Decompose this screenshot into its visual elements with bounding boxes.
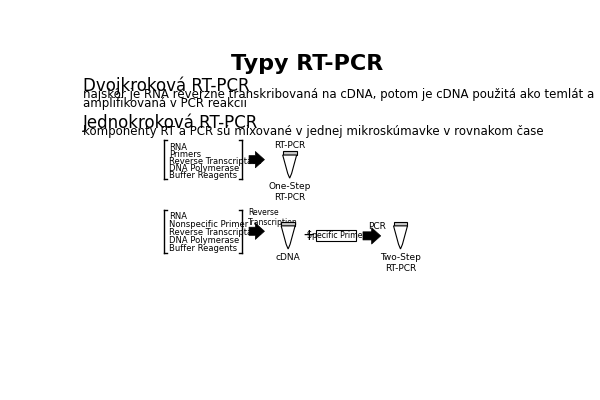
Text: Buffer Reagents: Buffer Reagents [169, 171, 237, 180]
Text: Reverse Transcriptase: Reverse Transcriptase [169, 157, 262, 166]
Text: Nonspecific Primer: Nonspecific Primer [169, 220, 248, 229]
Bar [283, 151, 296, 155]
Text: PCR: PCR [368, 222, 386, 231]
Text: DNA Polymerase: DNA Polymerase [169, 236, 239, 245]
Text: Typy RT-PCR: Typy RT-PCR [232, 54, 383, 74]
Polygon shape [394, 226, 407, 249]
Text: Reverse Transcriptase: Reverse Transcriptase [169, 228, 262, 237]
Text: DNA Polymerase: DNA Polymerase [169, 164, 239, 173]
Text: Primers: Primers [169, 150, 201, 159]
Polygon shape [281, 226, 295, 249]
Text: RNA: RNA [169, 212, 187, 221]
Text: RNA: RNA [169, 143, 187, 152]
Text: amplifikovaná v PCR reakcii: amplifikovaná v PCR reakcii [83, 97, 247, 110]
Bar [281, 222, 295, 226]
Text: cDNA: cDNA [276, 253, 301, 262]
Text: RT-PCR: RT-PCR [274, 142, 305, 150]
Text: najskôr je RNA reverzne transkribovaná na cDNA, potom je cDNA použitá ako temlát: najskôr je RNA reverzne transkribovaná n… [83, 88, 594, 101]
Bar [316, 230, 356, 241]
Text: Reverse
Transcription: Reverse Transcription [248, 208, 298, 228]
Text: +: + [302, 228, 314, 243]
Text: Specific Primer: Specific Primer [307, 231, 365, 240]
Text: Dvojkroková RT-PCR: Dvojkroková RT-PCR [83, 76, 250, 95]
Text: Buffer Reagents: Buffer Reagents [169, 244, 237, 253]
Text: Two-Step
RT-PCR: Two-Step RT-PCR [380, 253, 421, 273]
Text: One-Step
RT-PCR: One-Step RT-PCR [268, 182, 311, 202]
Text: Jednokroková RT-PCR: Jednokroková RT-PCR [83, 114, 258, 132]
Polygon shape [283, 155, 296, 178]
Bar [394, 222, 407, 226]
Text: komponenty RT a PCR sú mixované v jednej mikroskúmavke v rovnakom čase: komponenty RT a PCR sú mixované v jednej… [83, 125, 544, 138]
